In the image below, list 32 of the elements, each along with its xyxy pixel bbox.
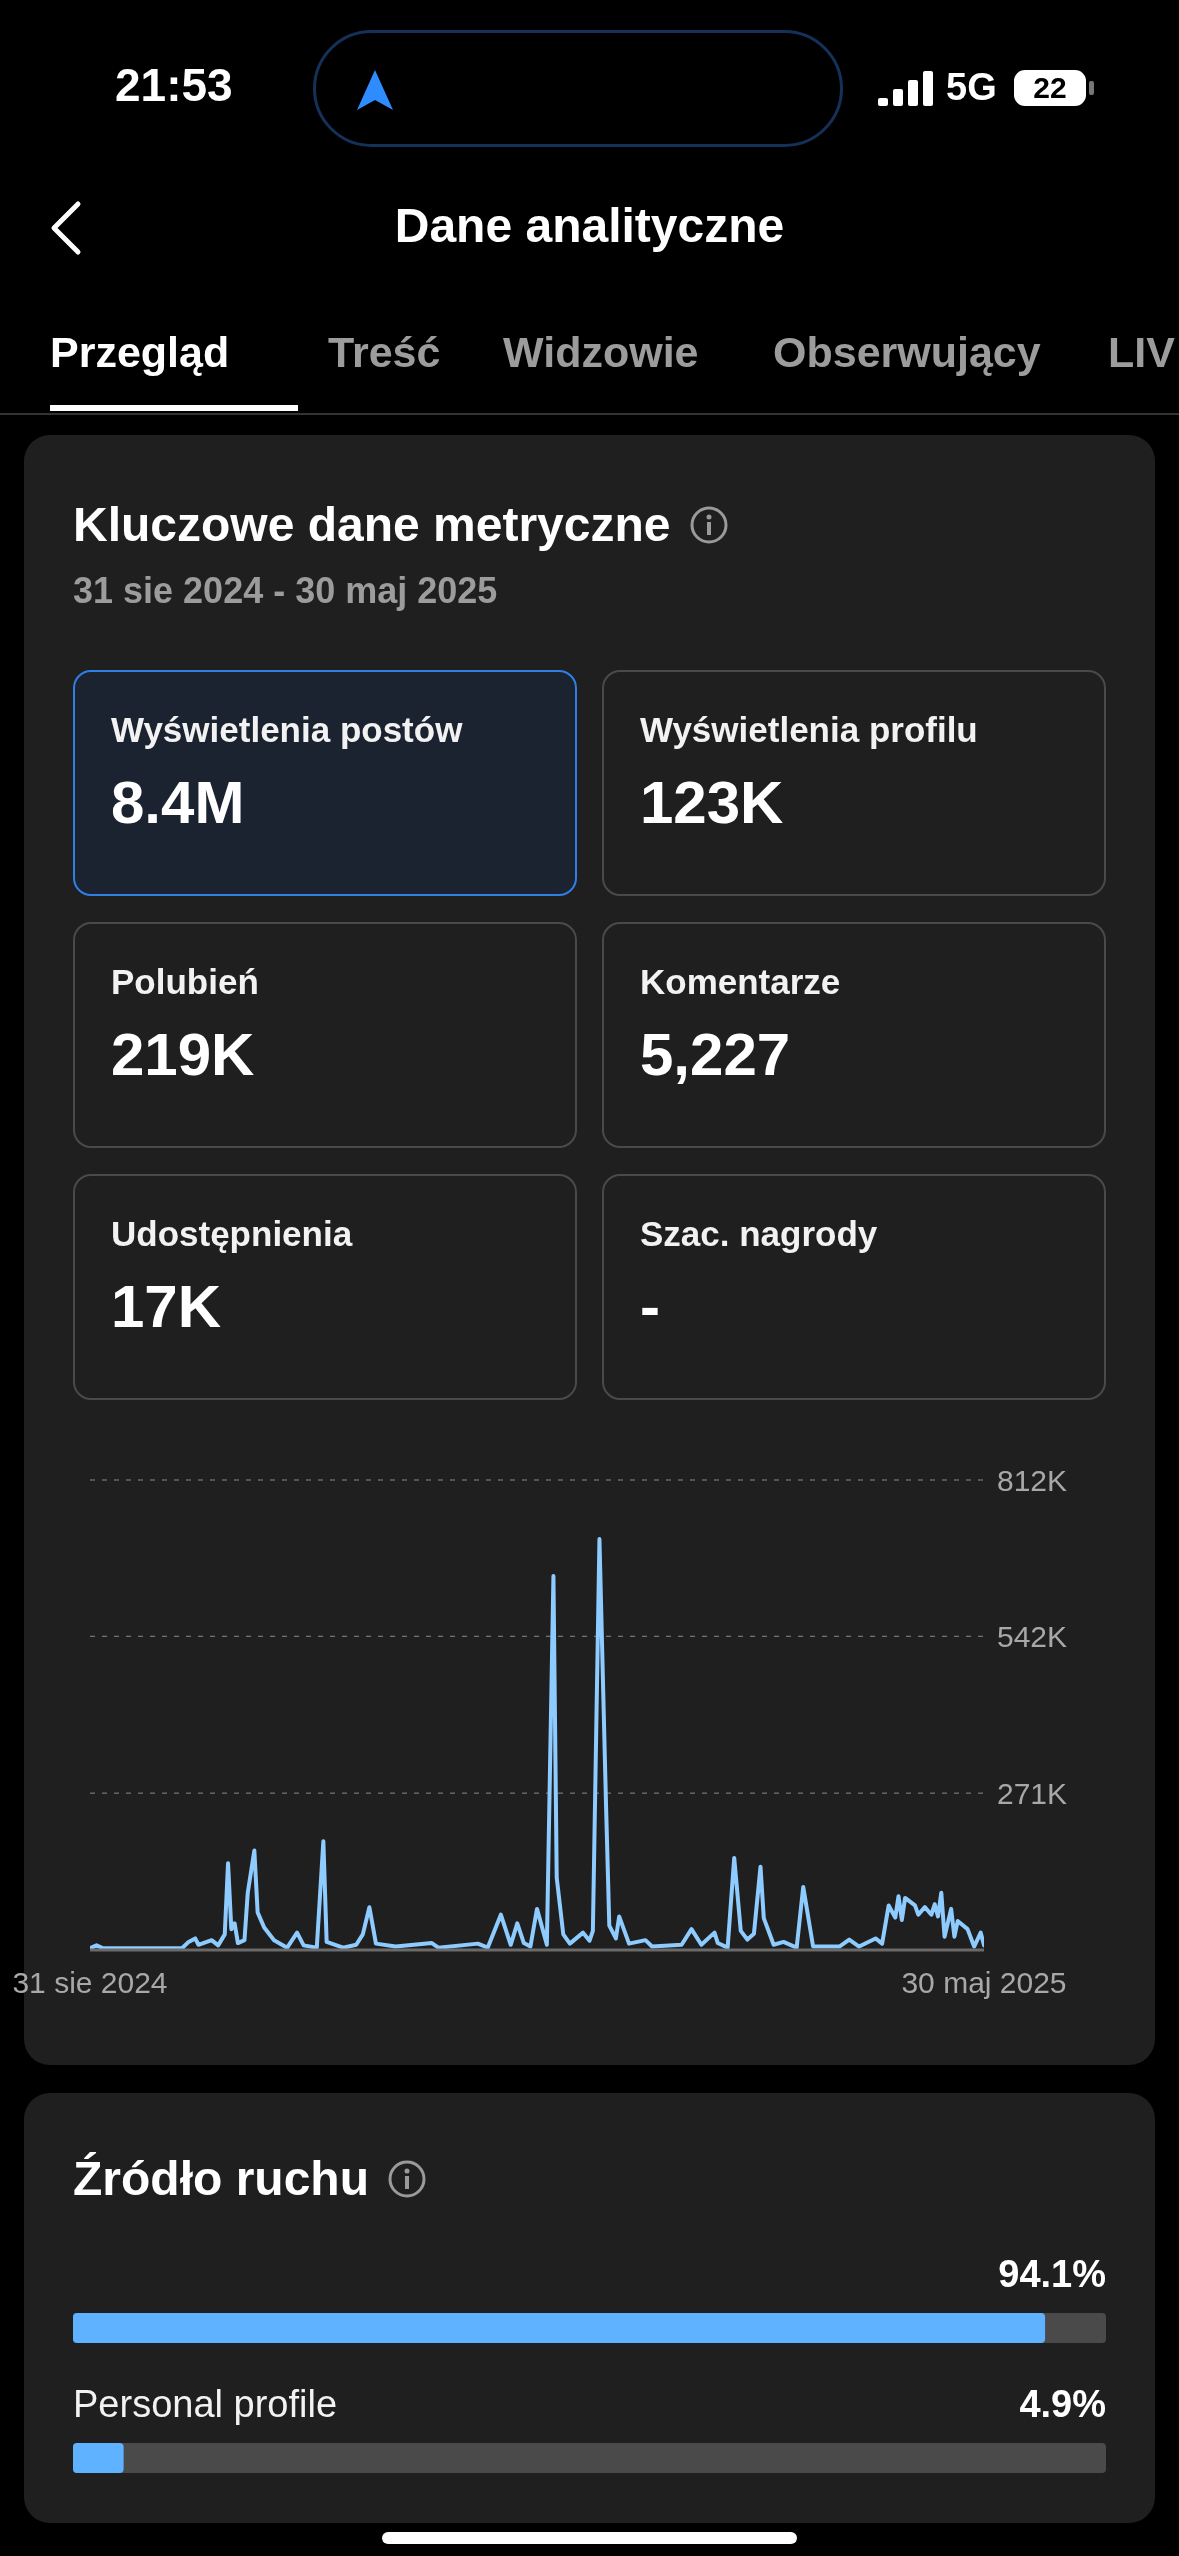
x-tick-label: 31 sie 2024 <box>12 1966 168 2000</box>
line-series <box>90 1537 984 1950</box>
y-tick-label: 542K <box>996 1619 1068 1653</box>
text: Obserwujący <box>773 328 1041 377</box>
text: Wyświetlenia postów <box>111 710 463 750</box>
chart-title: Kluczowe dane metryczne <box>73 497 671 552</box>
text: 8.4M <box>111 768 245 837</box>
x-tick-label: 30 maj 2025 <box>901 1966 1067 2000</box>
y-tick-label: 812K <box>996 1463 1068 1497</box>
y-tick-label: Personal profile <box>73 2383 338 2425</box>
text: Komentarze <box>640 962 841 1002</box>
text: - <box>640 1272 660 1341</box>
text: Treść <box>328 328 441 377</box>
text: Widzowie <box>503 328 699 377</box>
text: LIV <box>1108 328 1175 377</box>
text: Szac. nagrody <box>640 1214 878 1254</box>
text: 5,227 <box>640 1020 791 1089</box>
chart-title: Źródło ruchu <box>73 2151 369 2206</box>
text: Udostępnienia <box>111 1214 353 1254</box>
data-label: 4.9% <box>1019 2383 1106 2425</box>
text: 21:53 <box>115 58 233 112</box>
data-label: 94.1% <box>998 2253 1106 2295</box>
text: Przegląd <box>50 328 230 377</box>
text: 219K <box>111 1020 255 1089</box>
y-tick-label: 271K <box>996 1776 1068 1810</box>
text: 5G <box>946 66 997 109</box>
text: Polubień <box>111 962 259 1002</box>
text: Wyświetlenia profilu <box>640 710 978 750</box>
text: 123K <box>640 768 784 837</box>
chart-subtitle: 31 sie 2024 - 30 maj 2025 <box>73 570 498 612</box>
text: 17K <box>111 1272 222 1341</box>
text: Dane analityczne <box>393 198 786 253</box>
